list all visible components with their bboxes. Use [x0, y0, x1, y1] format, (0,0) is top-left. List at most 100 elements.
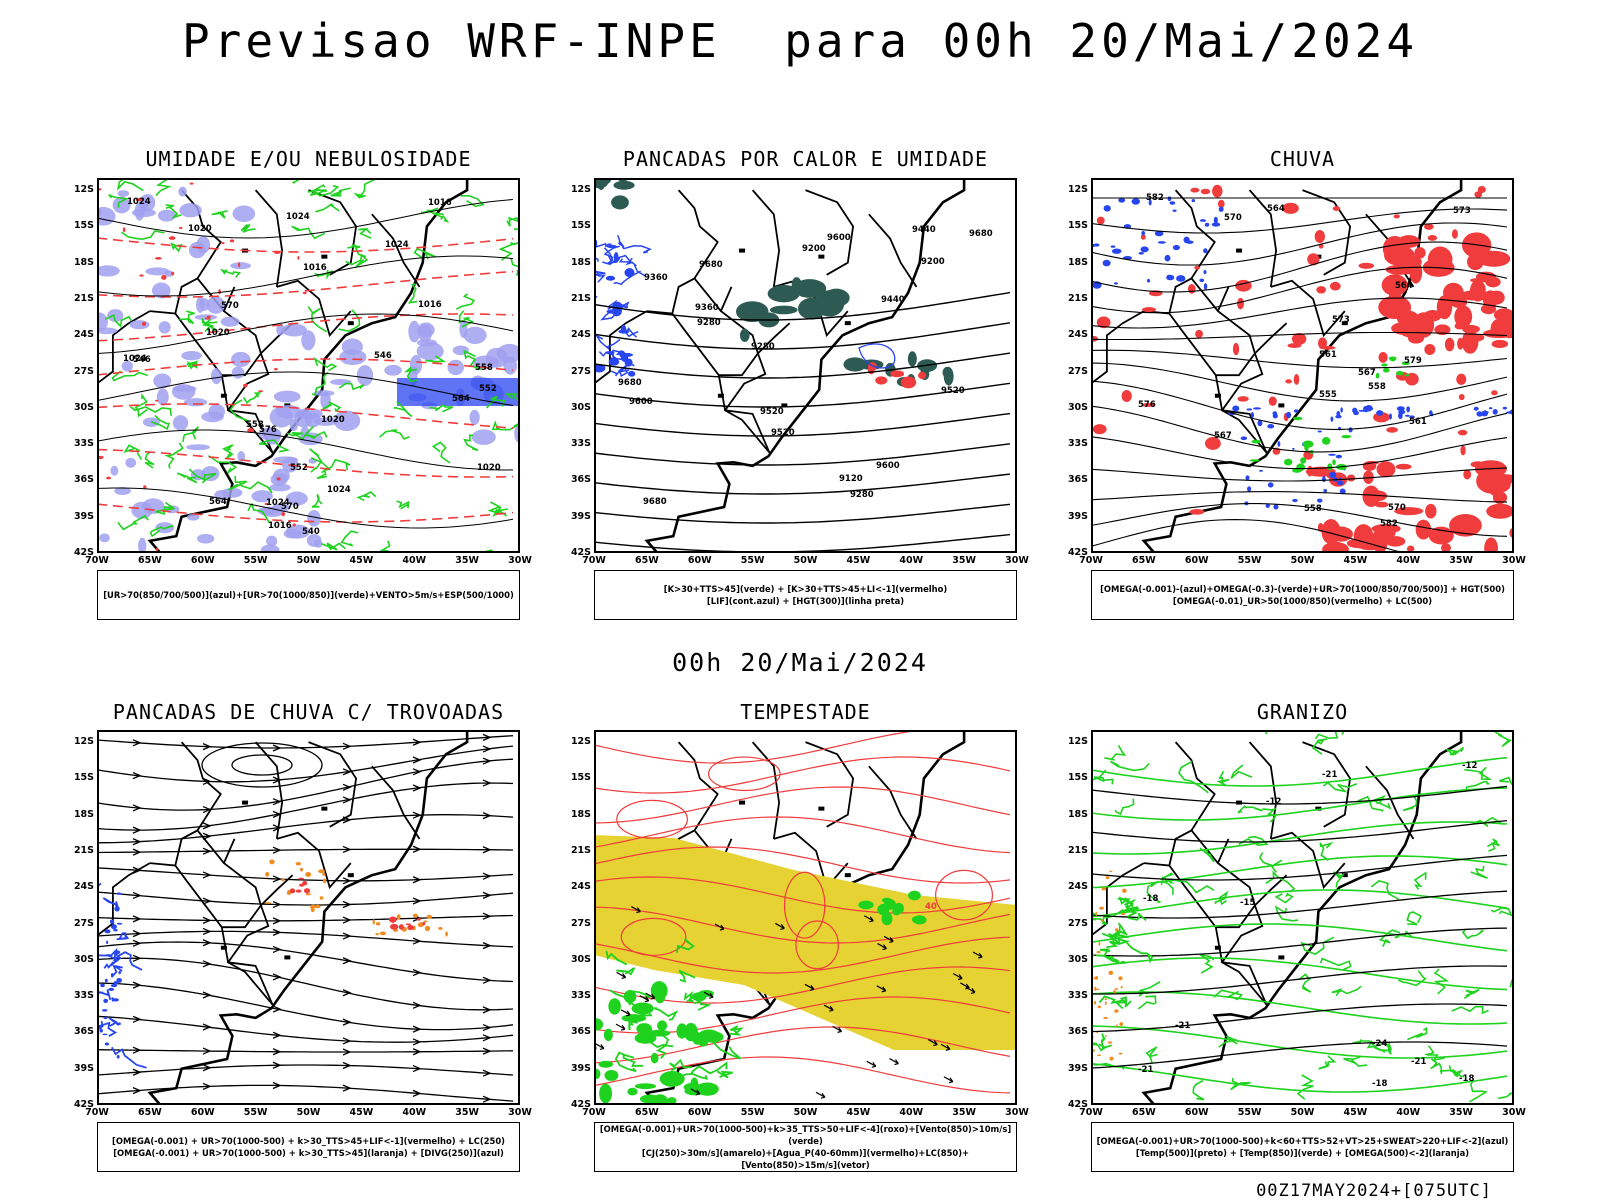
contour-label: 552	[479, 384, 497, 394]
lat-tick: 33S	[73, 990, 94, 1002]
lat-tick: 42S	[570, 547, 591, 558]
lat-tick: 12S	[73, 184, 94, 196]
lon-tick: 55W	[740, 555, 765, 566]
lon-tick: 60W	[687, 1107, 712, 1118]
contour-label: -21	[1322, 770, 1337, 780]
lat-tick: 18S	[570, 256, 591, 268]
lat-tick: 15S	[1067, 220, 1088, 232]
contour-label: 1016	[418, 300, 442, 310]
lat-tick: 30S	[570, 953, 591, 965]
lon-tick: 50W	[296, 1107, 321, 1118]
contour-label: 1024	[127, 197, 151, 207]
lon-tick: 40W	[1396, 1107, 1421, 1118]
contour-label: 1016	[268, 521, 292, 531]
contour-label: 1016	[303, 263, 327, 273]
contour-label: -18	[1372, 1079, 1387, 1089]
lat-tick: 27S	[570, 365, 591, 377]
contour-label: 9120	[839, 474, 863, 484]
map-pancadas-calor: 9680 9600 9520 9680 9680 9680 9600 9520 9440 9360…	[594, 178, 1017, 553]
lon-tick: 35W	[1449, 555, 1473, 566]
lon-tick: 65W	[635, 555, 659, 566]
lon-tick: 45W	[349, 555, 374, 566]
legend-line: [CJ(250)>30m/s](amarelo)+[Agua_P(40-60mm…	[641, 1148, 970, 1170]
lon-tick: 60W	[1184, 1107, 1209, 1118]
lat-tick: 30S	[1067, 401, 1088, 413]
contour-label: 570	[281, 502, 299, 512]
lat-tick: 27S	[1067, 365, 1088, 377]
lon-tick: 55W	[1237, 555, 1262, 566]
map-plot-umidade: 1016 1016 1020 1024 1020 1024 1016 1016 1024 1020…	[97, 178, 520, 553]
contour-label: 9520	[771, 428, 795, 438]
contour-label: 9600	[876, 461, 900, 471]
contour-label: 9680	[618, 378, 642, 388]
lat-tick: 21S	[73, 844, 94, 856]
lat-tick: 27S	[1067, 917, 1088, 929]
lat-tick: 24S	[570, 881, 591, 893]
contour-label: 1024	[123, 354, 147, 364]
lon-tick: 40W	[1396, 555, 1421, 566]
contour-label: 9520	[941, 386, 965, 396]
lon-tick: 30W	[508, 555, 532, 566]
lon-tick: 40W	[899, 1107, 924, 1118]
lon-tick: 30W	[1502, 555, 1526, 566]
contour-label: -15	[1240, 898, 1255, 908]
lat-tick: 15S	[570, 220, 591, 232]
contour-label: 558	[1304, 504, 1322, 514]
lat-tick: 18S	[1067, 256, 1088, 268]
lat-tick: 18S	[73, 256, 94, 268]
contour-label: 9280	[751, 342, 775, 352]
lat-tick: 36S	[570, 474, 591, 486]
lat-tick: 39S	[1067, 1062, 1088, 1074]
contour-label: 1016	[428, 198, 452, 208]
lon-tick: 40W	[899, 555, 924, 566]
contour-label: 1024	[385, 240, 409, 250]
main-title: Previsao WRF-INPE para 00h 20/Mai/2024	[181, 14, 1419, 68]
map-plot-tempestade: 40	[594, 730, 1017, 1105]
lat-tick: 39S	[1067, 510, 1088, 522]
lon-tick: 60W	[1184, 555, 1209, 566]
map-plot-pancadas-calor: 9680 9600 9520 9680 9680 9680 9600 9520 9440 9360…	[594, 178, 1017, 553]
legend-line: [OMEGA(-0.01)_UR>50(1000/850)(vermelho) …	[1172, 596, 1433, 606]
lat-tick: 24S	[1067, 329, 1088, 341]
contour-label: 582	[1146, 193, 1164, 203]
legend-line: [LIF](cont.azul) + [HGT(300)](linha pret…	[706, 596, 905, 606]
contour-label: 564	[452, 394, 470, 404]
contour-label: 1024	[266, 498, 290, 508]
contour-label: -21	[1411, 1057, 1426, 1067]
lat-tick: 39S	[73, 1062, 94, 1074]
contour-label: -18	[1459, 1074, 1474, 1084]
lat-tick: 39S	[570, 1062, 591, 1074]
contour-label: 579	[1404, 356, 1422, 366]
contour-label: 558	[1368, 382, 1386, 392]
lon-tick: 40W	[402, 555, 427, 566]
contour-label: 552	[290, 463, 308, 473]
legend-granizo: [OMEGA(-0.001)+UR>70(1000-500)+k<60+TTS>…	[1091, 1122, 1514, 1172]
legend-umidade: [UR>70(850/700/500)](azul)+[UR>70(1000/8…	[97, 570, 520, 620]
legend-line: [OMEGA(-0.001) + UR>70(1000-500) + k>30_…	[113, 1148, 504, 1158]
contour-label: 1024	[286, 212, 310, 222]
contour-label: 9200	[921, 257, 945, 267]
contour-label: 561	[1409, 417, 1427, 427]
lon-tick: 35W	[1449, 1107, 1473, 1118]
contour-label: 9680	[969, 229, 993, 239]
legend-tempestade: [OMEGA(-0.001)+UR>70(1000-500)+k>35_TTS>…	[594, 1122, 1017, 1172]
panel-title-granizo: GRANIZO	[1256, 700, 1349, 724]
contour-label: 570	[1388, 503, 1406, 513]
contour-label: 1020	[321, 415, 345, 425]
contour-label: -21	[1175, 1021, 1190, 1031]
lon-tick: 30W	[1502, 1107, 1526, 1118]
contour-label: 573	[1453, 206, 1471, 216]
legend-pancadas-calor: [K>30+TTS>45](verde) + [K>30+TTS>45+LI<-…	[594, 570, 1017, 620]
lat-tick: 24S	[73, 329, 94, 341]
lon-tick: 30W	[1005, 555, 1029, 566]
contour-label: 558	[475, 363, 493, 373]
lon-tick: 45W	[846, 1107, 871, 1118]
lon-tick: 45W	[1343, 1107, 1368, 1118]
contour-label: -18	[1143, 894, 1158, 904]
lat-tick: 33S	[570, 990, 591, 1002]
contour-label: 546	[133, 355, 151, 365]
contour-label: 561	[1319, 350, 1337, 360]
lat-tick: 30S	[1067, 953, 1088, 965]
contour-label: 9440	[912, 225, 936, 235]
lon-tick: 35W	[455, 1107, 479, 1118]
